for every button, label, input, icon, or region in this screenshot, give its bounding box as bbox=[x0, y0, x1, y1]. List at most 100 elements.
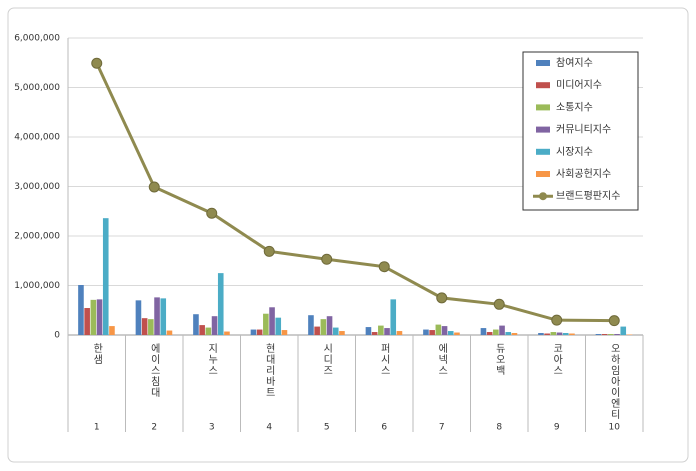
bar bbox=[326, 316, 333, 335]
rank-label: 8 bbox=[496, 423, 502, 433]
bar bbox=[263, 313, 269, 335]
bar bbox=[569, 333, 575, 335]
bar bbox=[217, 273, 224, 335]
bar bbox=[96, 299, 103, 335]
rank-label: 7 bbox=[439, 423, 445, 433]
line-marker bbox=[91, 57, 103, 69]
bar bbox=[429, 330, 435, 335]
bar bbox=[314, 326, 320, 335]
bar bbox=[141, 318, 148, 335]
line-marker bbox=[321, 253, 333, 265]
line-marker bbox=[436, 292, 448, 304]
bar bbox=[365, 327, 372, 335]
rank-label: 3 bbox=[209, 423, 215, 433]
x-tick-label: 현대리바트 bbox=[263, 343, 275, 398]
bar bbox=[441, 326, 448, 335]
bar bbox=[250, 329, 257, 335]
chart-frame bbox=[7, 7, 689, 463]
bar bbox=[538, 333, 544, 335]
bar bbox=[332, 327, 339, 335]
legend-swatch bbox=[536, 148, 550, 155]
bar bbox=[550, 332, 557, 335]
bar bbox=[435, 324, 442, 335]
x-tick-label: 에넥스 bbox=[436, 343, 448, 376]
bar bbox=[308, 315, 314, 335]
bar bbox=[199, 325, 205, 335]
bar bbox=[320, 319, 327, 335]
legend-label: 미디어지수 bbox=[556, 79, 602, 91]
bar bbox=[90, 299, 97, 335]
bar bbox=[454, 332, 460, 335]
bar bbox=[135, 300, 142, 335]
line-marker bbox=[493, 298, 505, 310]
bar bbox=[256, 329, 263, 335]
legend-label: 사회공헌지수 bbox=[556, 168, 611, 180]
bar bbox=[620, 326, 627, 335]
line-marker bbox=[148, 181, 160, 193]
y-tick-label: 5,000,000 bbox=[14, 83, 60, 93]
bar bbox=[614, 334, 620, 335]
x-tick-label: 지누스 bbox=[206, 343, 218, 376]
bar bbox=[396, 331, 403, 335]
bar bbox=[160, 298, 167, 335]
legend-swatch bbox=[536, 104, 550, 111]
bar bbox=[480, 328, 487, 335]
x-tick-label: 한샘 bbox=[91, 343, 103, 365]
bar bbox=[390, 299, 397, 335]
bar bbox=[486, 332, 493, 335]
bar bbox=[544, 333, 550, 335]
legend-swatch bbox=[536, 171, 550, 177]
legend-marker bbox=[539, 192, 547, 201]
y-tick-label: 2,000,000 bbox=[14, 232, 60, 242]
bar bbox=[595, 334, 602, 335]
bar bbox=[269, 307, 275, 335]
bar bbox=[499, 325, 505, 335]
rank-label: 10 bbox=[609, 423, 621, 433]
y-tick-label: 6,000,000 bbox=[14, 34, 60, 44]
bar bbox=[78, 285, 84, 335]
legend-label: 참여지수 bbox=[556, 57, 593, 69]
x-tick-label: 오하임아이엔티 bbox=[608, 343, 620, 420]
bar bbox=[423, 329, 429, 335]
rank-label: 5 bbox=[324, 423, 330, 433]
bar bbox=[447, 331, 454, 335]
line-marker bbox=[551, 314, 563, 326]
bar bbox=[511, 333, 518, 335]
legend-swatch bbox=[536, 60, 550, 66]
rank-label: 2 bbox=[151, 423, 157, 433]
legend-label: 시장지수 bbox=[556, 146, 593, 158]
line-marker bbox=[263, 245, 275, 257]
bar bbox=[109, 326, 115, 335]
bar bbox=[371, 332, 378, 335]
bar bbox=[84, 308, 90, 335]
bar bbox=[339, 331, 345, 335]
bar bbox=[556, 332, 563, 335]
bar bbox=[493, 329, 499, 335]
bar bbox=[378, 325, 384, 335]
rank-label: 1 bbox=[94, 423, 100, 433]
legend-swatch bbox=[536, 126, 550, 133]
legend-label: 소통지수 bbox=[556, 101, 593, 113]
y-tick-label: 4,000,000 bbox=[14, 133, 60, 143]
bar bbox=[224, 331, 230, 335]
x-tick-label: 코아스 bbox=[551, 343, 563, 376]
x-tick-label: 퍼시스 bbox=[378, 343, 390, 376]
bar bbox=[211, 316, 218, 335]
bar bbox=[275, 317, 282, 335]
y-tick-label: 1,000,000 bbox=[14, 281, 60, 291]
line-marker bbox=[608, 315, 620, 327]
bar bbox=[193, 314, 199, 335]
bar bbox=[384, 328, 390, 335]
bar bbox=[281, 330, 288, 335]
bar bbox=[148, 319, 154, 335]
line-marker bbox=[206, 207, 218, 219]
y-tick-label: 0 bbox=[54, 331, 60, 341]
bar bbox=[562, 333, 569, 335]
x-tick-label: 에이스침대 bbox=[148, 343, 160, 398]
bar bbox=[102, 218, 109, 335]
bar bbox=[154, 297, 160, 335]
rank-label: 9 bbox=[554, 423, 560, 433]
legend-label: 브랜드평판지수 bbox=[556, 190, 620, 202]
legend-label: 커뮤니티지수 bbox=[556, 124, 611, 136]
line bbox=[95, 62, 615, 323]
